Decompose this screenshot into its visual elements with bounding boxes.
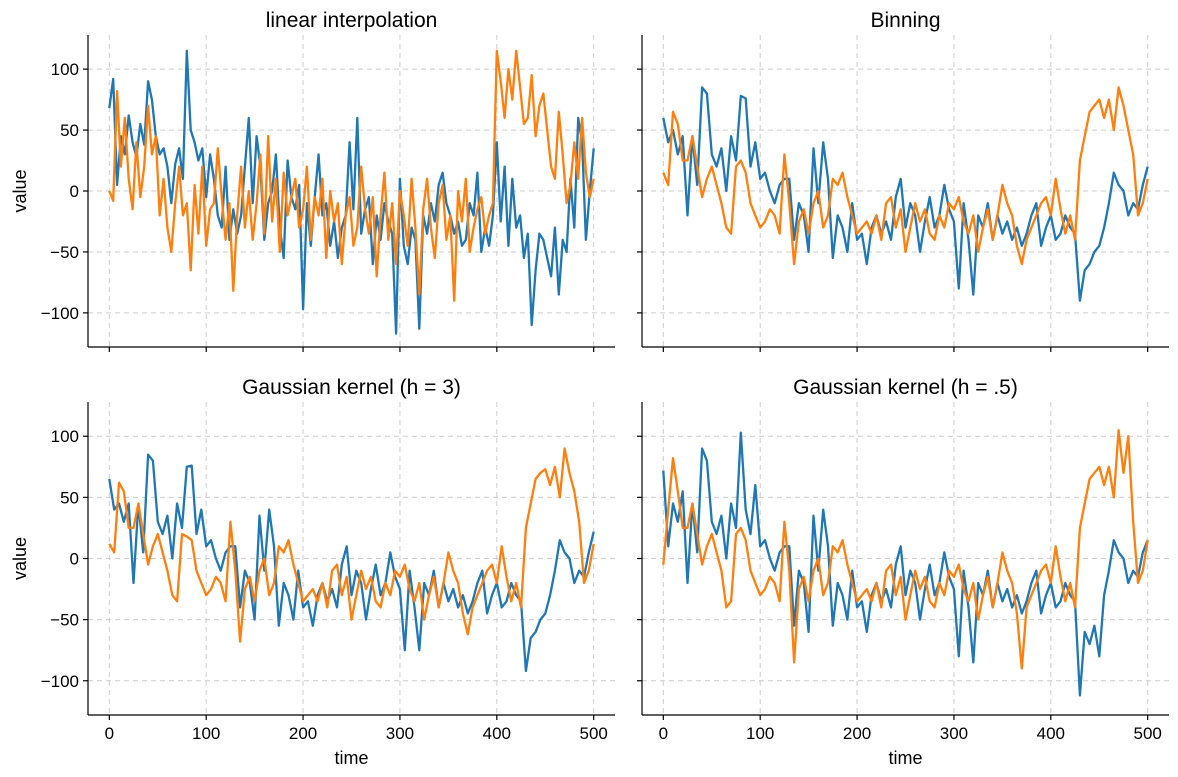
subplot-title: linear interpolation [266,9,438,32]
subplot-2: Binning [637,9,1169,352]
series-line-1 [662,431,1149,697]
y-axis-label: value [10,169,30,212]
series-line-1 [108,453,595,673]
x-tick-label: 300 [386,724,414,743]
x-axis-label: time [334,748,368,768]
y-tick-label: −100 [41,304,79,323]
series-line-1 [108,49,595,335]
x-tick-label: 200 [289,724,317,743]
series-line-2 [108,447,595,643]
series-line-2 [108,49,595,302]
x-tick-label: 100 [192,724,220,743]
x-tick-label: 100 [746,724,774,743]
subplot-title: Gaussian kernel (h = 3) [242,376,461,399]
subplot-4: 0 100 200 300 400 500 Gaussian kernel (h = .5)… [637,376,1169,768]
x-tick-label: 300 [940,724,968,743]
subplot-1: −100 −50 0 50 100 linear interpolation value [10,9,615,352]
y-tick-label: 0 [70,550,79,569]
y-tick-label: 100 [51,60,79,79]
x-tick-label: 0 [105,724,114,743]
subplot-title: Binning [870,9,940,32]
subplot-title: Gaussian kernel (h = .5) [793,376,1018,399]
x-tick-label: 400 [1037,724,1065,743]
y-tick-label: 50 [60,121,79,140]
x-axis-label: time [888,748,922,768]
x-tick-label: 500 [580,724,608,743]
x-tick-label: 0 [659,724,668,743]
y-tick-label: −100 [41,672,79,691]
series-line-2 [662,86,1149,266]
y-axis-label: value [10,537,30,580]
y-tick-label: −50 [50,611,79,630]
y-tick-label: 100 [51,427,79,446]
y-tick-label: 50 [60,488,79,507]
y-tick-label: −50 [50,243,79,262]
subplot-3: 0 100 200 300 400 500 −100 −50 0 50 100 Gaussian ke… [10,376,615,768]
series-line-2 [662,428,1149,670]
y-tick-label: 0 [70,182,79,201]
series-line-1 [662,86,1149,302]
x-tick-label: 200 [843,724,871,743]
x-tick-label: 400 [483,724,511,743]
x-tick-label: 500 [1134,724,1162,743]
